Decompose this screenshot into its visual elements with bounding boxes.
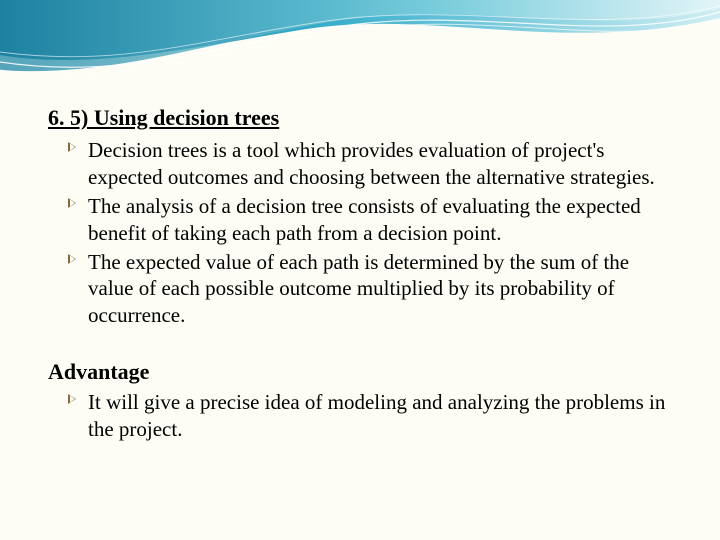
heading-text: 6. 5) Using decision trees <box>48 105 279 130</box>
bullet-text: The expected value of each path is deter… <box>88 250 629 328</box>
list-item: Decision trees is a tool which provides … <box>66 137 672 191</box>
chevron-right-icon <box>66 140 80 154</box>
advantage-bullet-list: It will give a precise idea of modeling … <box>66 389 672 443</box>
bullet-text: It will give a precise idea of modeling … <box>88 390 665 441</box>
list-item: It will give a precise idea of modeling … <box>66 389 672 443</box>
chevron-right-icon <box>66 196 80 210</box>
bullet-text: The analysis of a decision tree consists… <box>88 194 641 245</box>
advantage-heading: Advantage <box>48 359 672 385</box>
chevron-right-icon <box>66 392 80 406</box>
bullet-text: Decision trees is a tool which provides … <box>88 138 655 189</box>
slide: 6. 5) Using decision trees Decision tree… <box>0 0 720 540</box>
subheading-text: Advantage <box>48 359 149 384</box>
top-wave-banner <box>0 0 720 90</box>
list-item: The analysis of a decision tree consists… <box>66 193 672 247</box>
chevron-right-icon <box>66 252 80 266</box>
content-area: 6. 5) Using decision trees Decision tree… <box>48 105 672 445</box>
section-heading: 6. 5) Using decision trees <box>48 105 672 131</box>
list-item: The expected value of each path is deter… <box>66 249 672 330</box>
main-bullet-list: Decision trees is a tool which provides … <box>66 137 672 329</box>
